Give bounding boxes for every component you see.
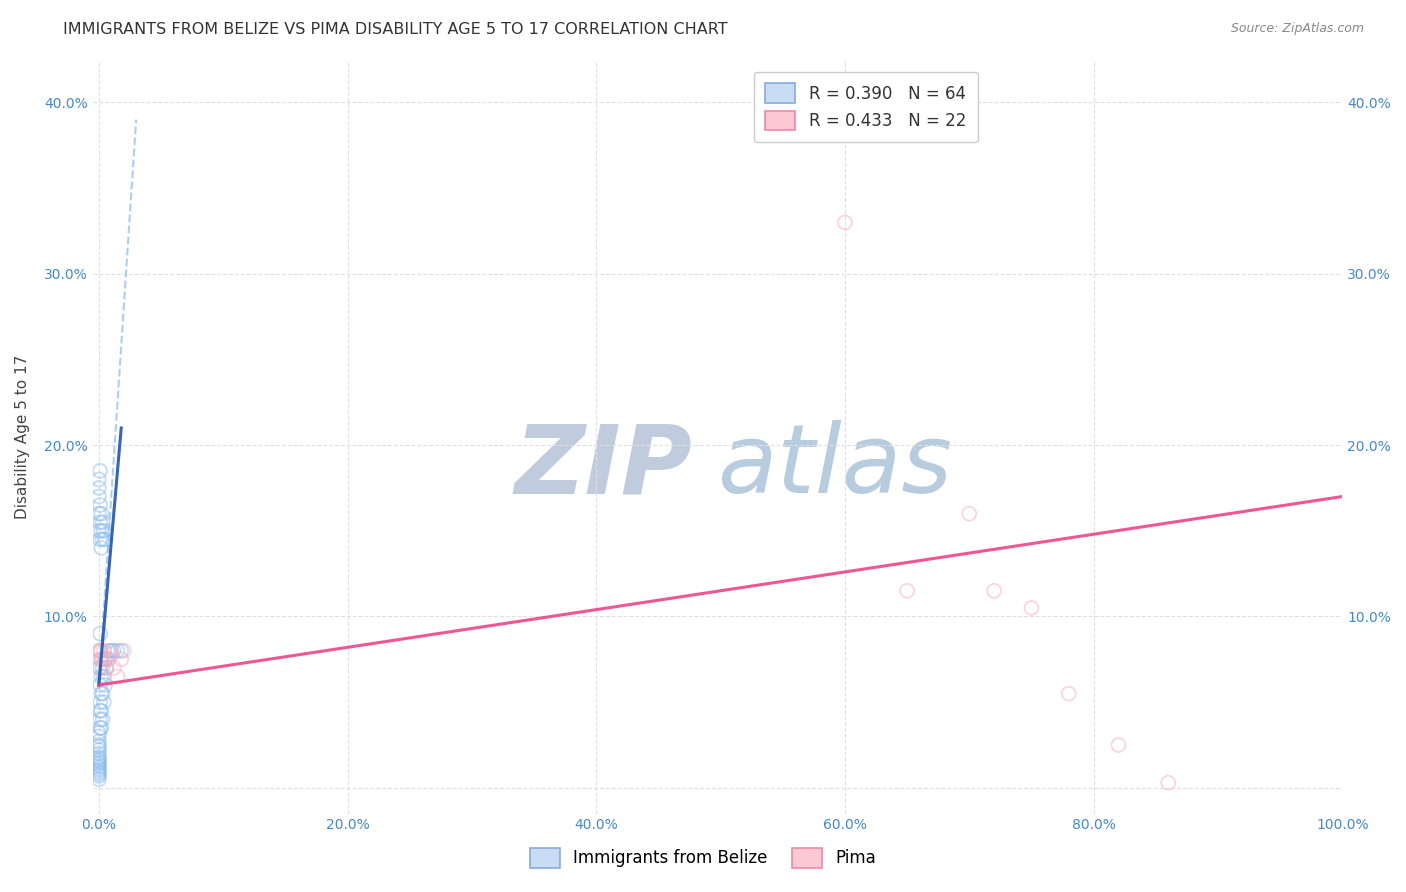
Text: ZIP: ZIP <box>515 420 692 513</box>
Point <box>94 678 117 692</box>
Point <box>90 704 112 718</box>
Point <box>87 755 110 769</box>
Text: Source: ZipAtlas.com: Source: ZipAtlas.com <box>1230 22 1364 36</box>
Point <box>89 644 111 658</box>
Point <box>90 507 112 521</box>
Point <box>1157 775 1180 789</box>
Point <box>896 583 918 598</box>
Point <box>87 524 110 538</box>
Legend: R = 0.390   N = 64, R = 0.433   N = 22: R = 0.390 N = 64, R = 0.433 N = 22 <box>754 71 977 142</box>
Point <box>100 647 122 661</box>
Point <box>87 747 110 761</box>
Point <box>94 652 117 666</box>
Point <box>93 644 115 658</box>
Point <box>87 743 110 757</box>
Point <box>1107 738 1129 752</box>
Point <box>112 644 135 658</box>
Point <box>94 533 117 547</box>
Point <box>89 712 111 726</box>
Point <box>96 652 118 666</box>
Point <box>91 515 114 529</box>
Point <box>96 661 118 675</box>
Point <box>87 507 110 521</box>
Point <box>90 687 112 701</box>
Legend: Immigrants from Belize, Pima: Immigrants from Belize, Pima <box>517 837 889 880</box>
Point <box>90 541 112 555</box>
Point <box>1057 687 1080 701</box>
Point <box>87 644 110 658</box>
Point <box>90 721 112 735</box>
Point <box>89 652 111 666</box>
Point <box>87 772 110 787</box>
Point <box>90 669 112 683</box>
Point <box>87 764 110 778</box>
Point <box>89 515 111 529</box>
Point <box>87 760 110 774</box>
Point <box>87 762 110 776</box>
Point <box>89 661 111 675</box>
Point <box>90 644 112 658</box>
Point <box>96 661 118 675</box>
Point <box>103 661 125 675</box>
Point <box>89 533 111 547</box>
Point <box>89 695 111 709</box>
Point <box>91 661 114 675</box>
Point <box>107 669 129 683</box>
Point <box>87 734 110 748</box>
Point <box>94 652 117 666</box>
Point <box>87 738 110 752</box>
Point <box>93 524 115 538</box>
Point <box>87 726 110 740</box>
Point <box>87 739 110 754</box>
Point <box>87 750 110 764</box>
Point <box>87 752 110 766</box>
Point <box>89 678 111 692</box>
Point <box>97 652 120 666</box>
Point <box>93 669 115 683</box>
Point <box>97 644 120 658</box>
Point <box>100 644 122 658</box>
Point <box>90 524 112 538</box>
Point <box>87 769 110 783</box>
Point <box>89 498 111 512</box>
Point <box>834 215 856 229</box>
Point <box>87 758 110 772</box>
Point <box>983 583 1005 598</box>
Point <box>91 712 114 726</box>
Point <box>90 652 112 666</box>
Point <box>87 472 110 486</box>
Point <box>89 626 111 640</box>
Point <box>87 490 110 504</box>
Point <box>87 767 110 781</box>
Point <box>93 695 115 709</box>
Point <box>103 644 125 658</box>
Point <box>87 481 110 495</box>
Point <box>89 464 111 478</box>
Point <box>91 533 114 547</box>
Point <box>91 687 114 701</box>
Point <box>1021 601 1043 615</box>
Point <box>87 765 110 780</box>
Point <box>110 644 132 658</box>
Point <box>87 756 110 771</box>
Point <box>957 507 980 521</box>
Point <box>87 661 110 675</box>
Point <box>107 644 129 658</box>
Point <box>87 753 110 767</box>
Text: atlas: atlas <box>717 420 952 513</box>
Point <box>89 721 111 735</box>
Point <box>110 652 132 666</box>
Point <box>91 652 114 666</box>
Text: IMMIGRANTS FROM BELIZE VS PIMA DISABILITY AGE 5 TO 17 CORRELATION CHART: IMMIGRANTS FROM BELIZE VS PIMA DISABILIT… <box>63 22 728 37</box>
Y-axis label: Disability Age 5 to 17: Disability Age 5 to 17 <box>15 354 30 518</box>
Point <box>89 704 111 718</box>
Point <box>87 730 110 744</box>
